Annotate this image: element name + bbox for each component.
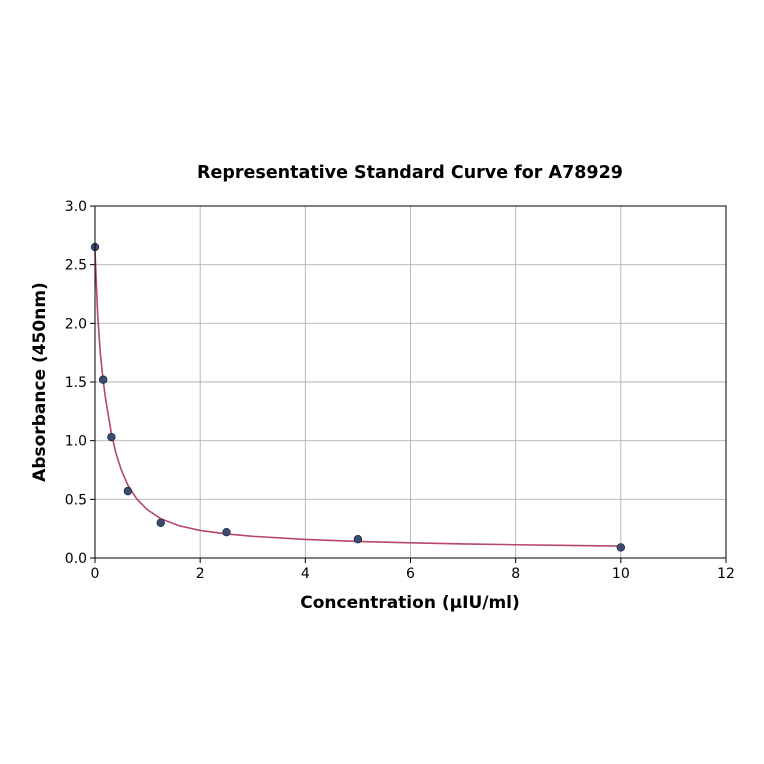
x-tick-label: 0: [91, 566, 100, 582]
data-point: [107, 432, 116, 442]
x-tick-label: 12: [717, 566, 735, 582]
fit-curve: [94, 250, 621, 547]
data-point: [222, 527, 231, 537]
x-tick-label: 6: [406, 566, 415, 582]
grid: [94, 205, 727, 559]
x-tick-label: 10: [612, 566, 630, 582]
y-axis-label: Absorbance (450nm): [30, 282, 50, 482]
y-tick-label: 3.0: [65, 199, 87, 215]
data-point: [353, 535, 363, 544]
data-point: [156, 518, 165, 527]
y-tick-label: 2.0: [65, 316, 87, 332]
data-points-layer: [90, 242, 626, 552]
x-tick-label: 2: [196, 566, 205, 582]
x-tick-label: 4: [301, 566, 310, 582]
data-point: [99, 375, 108, 384]
x-axis-ticks: 0 2 4 6 8 10 12: [91, 558, 735, 582]
fit-curve-layer: [94, 250, 621, 547]
y-tick-label: 0.0: [65, 551, 87, 567]
chart-title: Representative Standard Curve for A78929: [197, 163, 623, 183]
y-tick-label: 0.5: [65, 492, 87, 508]
x-tick-label: 8: [511, 566, 520, 582]
y-tick-label: 2.5: [65, 258, 87, 274]
y-tick-label: 1.5: [65, 375, 87, 391]
x-axis-label: Concentration (µIU/ml): [300, 593, 520, 613]
y-axis-ticks: 0.0 0.5 1.0 1.5 2.0 2.5 3.0: [65, 199, 95, 567]
data-point: [616, 543, 626, 552]
data-point: [123, 486, 133, 496]
y-tick-label: 1.0: [65, 434, 87, 450]
